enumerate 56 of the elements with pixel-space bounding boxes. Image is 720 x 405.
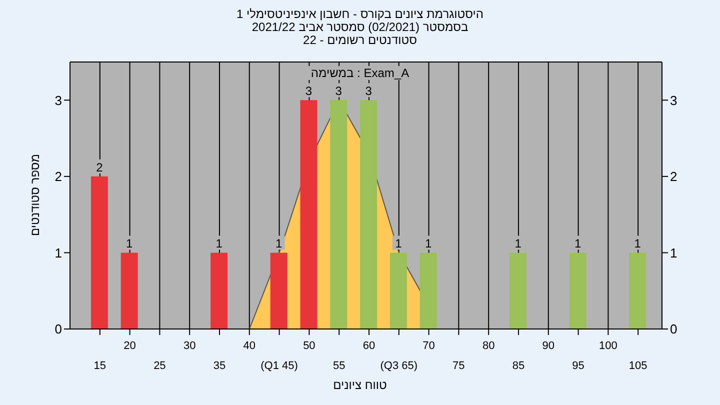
y-tick-label: 3 bbox=[54, 92, 62, 108]
bar bbox=[90, 176, 108, 329]
bar bbox=[420, 252, 437, 329]
x-tick-label: 80 bbox=[482, 340, 495, 352]
x-tick-label: 25 bbox=[154, 360, 166, 372]
bar bbox=[510, 252, 527, 329]
x-tick-label: 50 bbox=[303, 340, 316, 352]
y2-tick-label: 0 bbox=[670, 322, 678, 337]
data-label: 1 bbox=[276, 236, 282, 251]
data-label: 1 bbox=[574, 236, 582, 251]
bar bbox=[569, 252, 586, 329]
bar bbox=[120, 252, 138, 329]
data-label: 2 bbox=[96, 160, 104, 174]
data-label: 3 bbox=[365, 84, 372, 98]
x-tick-label: (Q1 45) bbox=[260, 360, 298, 372]
x-tick-label: 85 bbox=[512, 360, 525, 372]
bar bbox=[390, 252, 407, 329]
bar bbox=[210, 252, 228, 329]
x-tick-label: 70 bbox=[422, 340, 435, 352]
data-label: 1 bbox=[216, 236, 223, 251]
y2-tick-label: 1 bbox=[670, 245, 678, 260]
y-tick-label: 2 bbox=[54, 169, 62, 184]
data-label: 3 bbox=[335, 84, 342, 98]
data-label: 1 bbox=[424, 236, 432, 251]
x-tick-label: 15 bbox=[94, 360, 106, 372]
chart-subtitle: בסמסטר (02/2021) סמסטר אביב 2021/22 סטודנטים רשומים - 22 bbox=[250, 20, 470, 47]
x-tick-label: 95 bbox=[572, 360, 584, 372]
bar bbox=[300, 100, 318, 329]
bar bbox=[629, 252, 646, 329]
data-label: 1 bbox=[395, 236, 402, 251]
bar bbox=[360, 100, 378, 329]
y-axis-title: מספר סטודנטים bbox=[28, 154, 42, 236]
x-axis-title: טווח ציונים bbox=[332, 378, 388, 392]
bar bbox=[330, 100, 348, 329]
x-tick-label: 35 bbox=[213, 360, 226, 372]
x-tick-label: 40 bbox=[243, 340, 256, 352]
data-label: 3 bbox=[305, 84, 312, 98]
x-tick-label: 100 bbox=[599, 340, 618, 352]
x-tick-label: 75 bbox=[452, 360, 465, 372]
x-tick-label: 30 bbox=[183, 340, 196, 352]
x-tick-label: 90 bbox=[542, 340, 555, 352]
x-tick-label: (Q3 65) bbox=[380, 360, 418, 372]
y2-tick-label: 2 bbox=[670, 169, 678, 184]
y-tick-label: 1 bbox=[54, 245, 62, 260]
y-tick-label: 0 bbox=[54, 322, 62, 337]
data-label: 1 bbox=[126, 236, 134, 251]
y2-tick-label: 3 bbox=[670, 92, 678, 108]
x-tick-label: 105 bbox=[628, 360, 648, 372]
data-label: 1 bbox=[634, 236, 642, 251]
x-tick-label: 20 bbox=[124, 340, 136, 352]
bar bbox=[270, 252, 288, 329]
annotation: במשימה : Exam_A bbox=[306, 66, 414, 80]
chart-title: היסטוגרמת ציונים בקורס - חשבון אינפיניטסימלי 1 bbox=[236, 7, 484, 21]
x-tick-label: 55 bbox=[332, 360, 346, 372]
x-tick-label: 60 bbox=[362, 340, 376, 352]
data-label: 1 bbox=[514, 236, 522, 251]
